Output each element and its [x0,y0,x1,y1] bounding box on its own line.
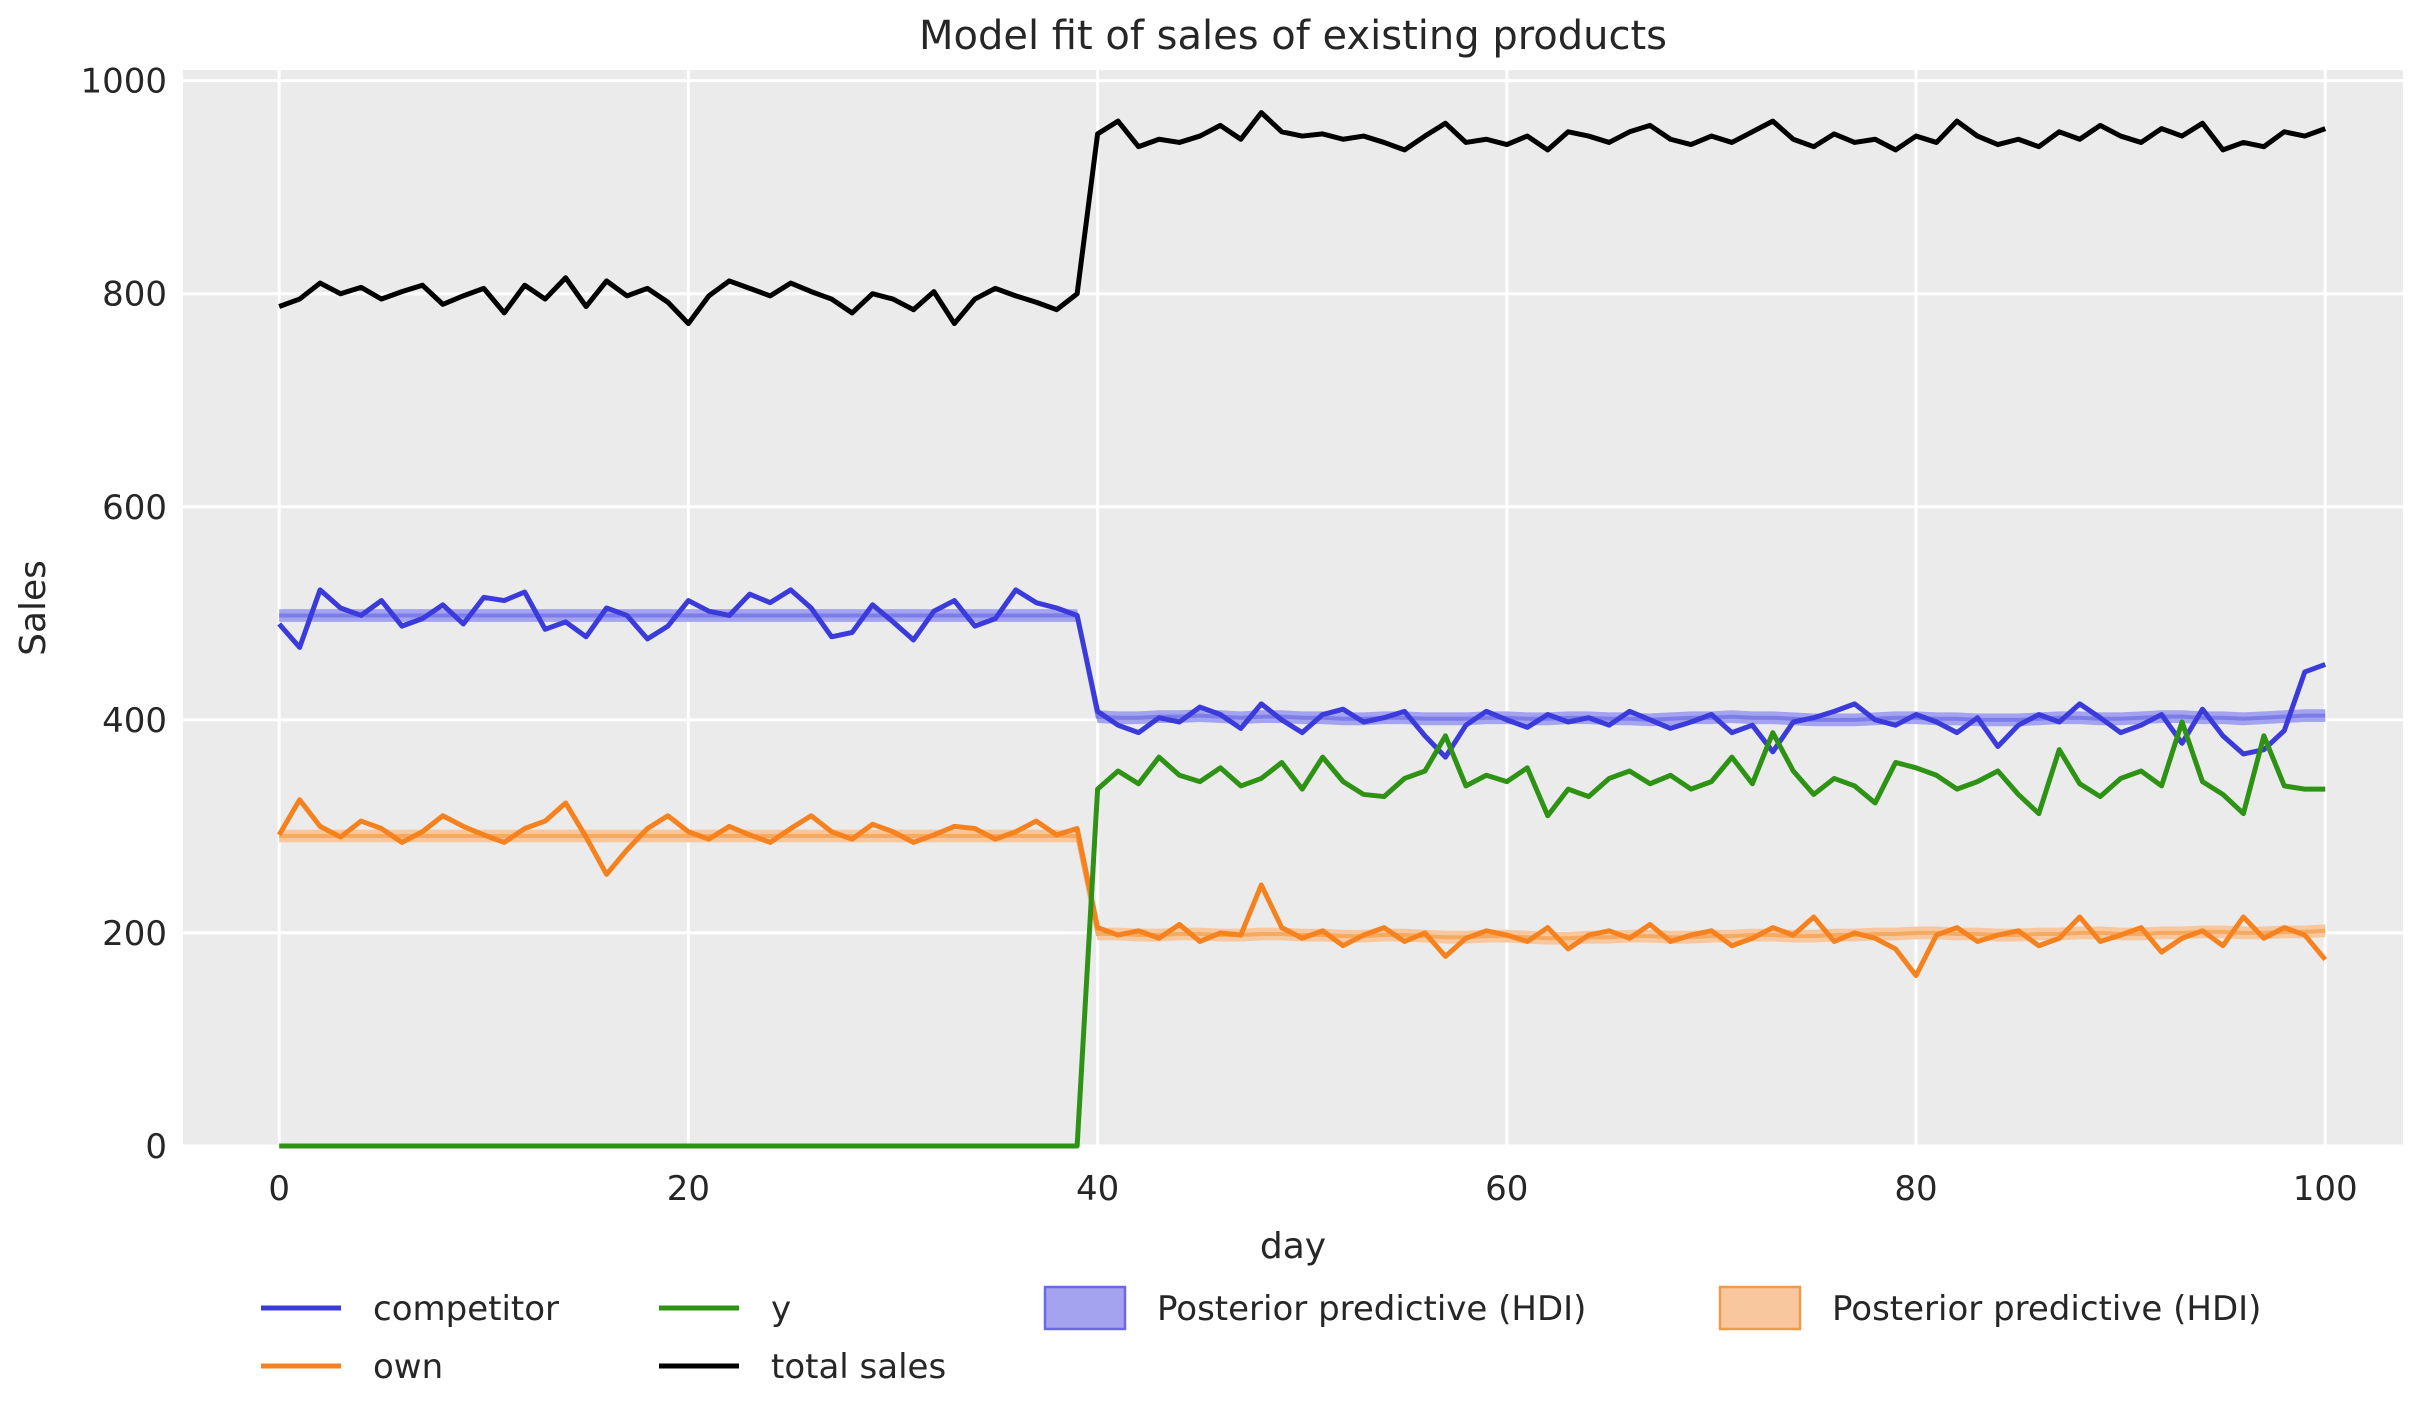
y-tick-label: 200 [102,914,167,954]
legend-item-posterior-predictive-hdi-: Posterior predictive (HDI) [1043,1285,1586,1331]
x-axis-label: day [1260,1226,1326,1267]
legend-label: own [373,1347,443,1387]
x-tick-label: 60 [1485,1169,1528,1209]
competitor-line [277,587,2327,760]
y-tick-label: 1000 [80,62,167,102]
total-sales-line [278,110,2327,327]
plot-area [183,70,2403,1146]
legend-label: y [771,1289,791,1329]
series-lines [277,110,2328,1149]
x-tick-label: 40 [1076,1169,1119,1209]
x-tick-labels: 0 20 40 60 80 100 [268,1169,2357,1209]
y-tick-label: 800 [102,275,167,315]
y-tick-label: 400 [102,701,167,741]
y-tick-labels: 0 200 400 600 800 1000 [80,62,167,1167]
own-line [277,797,2328,979]
hdi-band-0 [279,609,2326,727]
x-tick-label: 100 [2293,1169,2358,1209]
x-tick-label: 0 [268,1169,290,1209]
legend-item-total-sales: total sales [659,1347,946,1387]
legend-label: Posterior predictive (HDI) [1832,1289,2261,1329]
hdi-mean-line-1 [279,833,2326,941]
legend-label: competitor [373,1289,559,1329]
legend-item-own: own [261,1347,443,1387]
y-tick-label: 600 [102,488,167,528]
legend-label: total sales [771,1347,946,1387]
legend-item-competitor: competitor [261,1289,559,1329]
legend-item-posterior-predictive-hdi-: Posterior predictive (HDI) [1718,1285,2261,1331]
x-tick-label: 80 [1894,1169,1937,1209]
y-tick-label: 0 [145,1127,167,1167]
x-tick-label: 20 [667,1169,710,1209]
legend-patch-swatch [1043,1285,1127,1331]
y-axis-label: Sales [13,560,54,656]
legend-label: Posterior predictive (HDI) [1157,1289,1586,1329]
legend-item-y: y [659,1289,791,1329]
legend: competitor own y total sales Posterior predi… [261,1285,2261,1387]
chart-title: Model fit of sales of existing products [919,13,1667,59]
legend-patch-swatch [1718,1285,1802,1331]
y-line [279,719,2326,1149]
